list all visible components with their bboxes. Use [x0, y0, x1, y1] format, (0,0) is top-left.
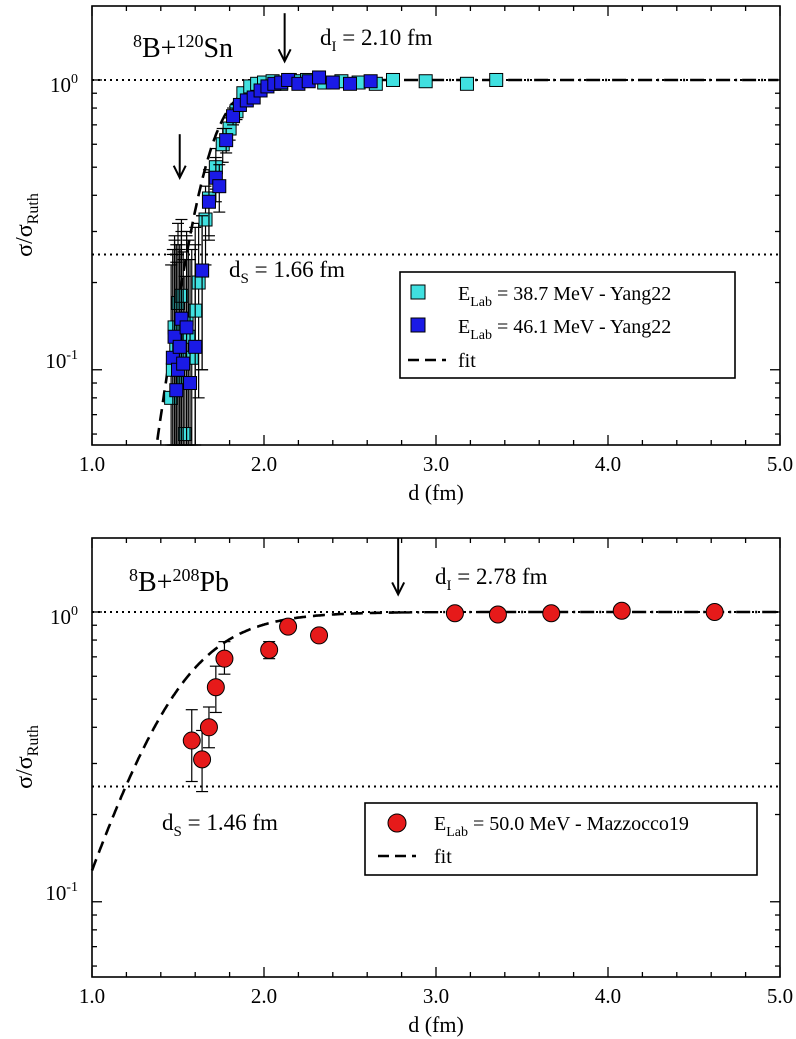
bottom-data-layer — [182, 601, 724, 793]
bottom-dS-annotation: dS = 1.46 fm — [162, 810, 278, 840]
data-point — [459, 76, 474, 91]
data-point — [182, 731, 201, 750]
top-reaction-label: 8B+120Sn — [133, 31, 233, 64]
data-point — [212, 179, 227, 194]
data-point — [386, 72, 400, 87]
bottom-ytick-label: 10-1 — [45, 880, 78, 905]
data-point — [612, 601, 631, 620]
top-xtick-label: 5.0 — [767, 452, 793, 476]
data-point — [542, 604, 561, 623]
data-point — [191, 275, 206, 290]
data-point — [489, 72, 504, 87]
data-point — [260, 640, 279, 659]
data-point — [183, 376, 198, 391]
data-point — [215, 649, 234, 668]
arrow-head — [391, 581, 406, 597]
top-xtick-label: 2.0 — [251, 452, 277, 476]
bottom-ticks — [91, 538, 781, 977]
top-x-tick-labels: 1.0 2.0 3.0 4.0 5.0 — [79, 452, 793, 476]
data-point — [177, 427, 192, 442]
top-dI-annotation: dI = 2.10 fm — [320, 25, 433, 55]
top-xtick-label: 3.0 — [423, 452, 449, 476]
data-point — [193, 750, 212, 769]
data-point — [279, 617, 298, 636]
data-point — [418, 74, 433, 89]
bottom-panel: 1.0 2.0 3.0 4.0 5.0 100 10-1 d (fm) σ/σR… — [12, 537, 793, 1037]
bottom-xtick-label: 5.0 — [767, 984, 793, 1008]
top-xtick-label: 4.0 — [595, 452, 621, 476]
bottom-xtick-label: 2.0 — [251, 984, 277, 1008]
data-point — [206, 678, 225, 697]
data-point — [312, 70, 327, 85]
legend-marker-blue-square — [410, 317, 426, 333]
data-point — [445, 604, 464, 623]
data-point — [488, 605, 507, 624]
data-point — [169, 383, 184, 398]
legend-label-38-7-mev: ELab = 38.7 MeV - Yang22 — [458, 283, 671, 310]
legend-marker-cyan-square — [410, 284, 426, 300]
top-legend-box — [399, 271, 736, 379]
top-panel: 1.0 2.0 3.0 4.0 5.0 100 10-1 d (fm) σ/σR… — [12, 5, 793, 505]
bottom-reaction-label: 8B+208Pb — [129, 565, 229, 598]
top-legend: ELab = 38.7 MeV - Yang22 ELab = 46.1 MeV… — [399, 271, 736, 379]
fit-curve-dashed — [90, 611, 399, 871]
top-y-axis-label: σ/σRuth — [12, 193, 42, 257]
top-ytick-label: 100 — [50, 72, 78, 97]
bottom-dI-annotation: dI = 2.78 fm — [435, 564, 548, 594]
data-point — [310, 626, 329, 645]
data-point — [199, 718, 218, 737]
data-point — [198, 212, 213, 227]
top-ticks — [91, 6, 781, 445]
bottom-legend-box — [364, 802, 758, 876]
top-xtick-label: 1.0 — [79, 452, 105, 476]
bottom-ytick-label: 100 — [50, 604, 78, 629]
arrow-head — [277, 48, 292, 64]
data-point — [172, 339, 187, 354]
top-ytick-label: 10-1 — [45, 348, 78, 373]
data-point — [176, 356, 191, 371]
bottom-x-axis-label: d (fm) — [408, 1012, 464, 1037]
data-point — [325, 75, 340, 90]
data-point — [363, 74, 378, 89]
top-data-layer — [164, 70, 504, 446]
bottom-y-axis-label: σ/σRuth — [12, 725, 42, 789]
legend-marker-red-circle — [387, 813, 407, 833]
legend-label-50-0-mev: ELab = 50.0 MeV - Mazzocco19 — [434, 813, 689, 840]
legend-label-fit: fit — [458, 350, 476, 372]
bottom-x-tick-labels: 1.0 2.0 3.0 4.0 5.0 — [79, 984, 793, 1008]
bottom-xtick-label: 4.0 — [595, 984, 621, 1008]
data-point — [195, 263, 210, 278]
bottom-legend: ELab = 50.0 MeV - Mazzocco19 fit — [364, 802, 758, 876]
top-x-axis-label: d (fm) — [408, 480, 464, 505]
arrow-head — [172, 165, 187, 180]
data-point — [705, 602, 724, 621]
data-point — [201, 194, 216, 209]
data-point — [219, 133, 234, 148]
legend-label-fit: fit — [434, 846, 452, 868]
bottom-xtick-label: 3.0 — [423, 984, 449, 1008]
legend-label-46-1-mev: ELab = 46.1 MeV - Yang22 — [458, 316, 671, 343]
bottom-xtick-label: 1.0 — [79, 984, 105, 1008]
data-point — [179, 320, 194, 335]
data-point — [343, 76, 357, 91]
top-dS-annotation: dS = 1.66 fm — [229, 257, 345, 287]
data-point — [188, 339, 203, 354]
